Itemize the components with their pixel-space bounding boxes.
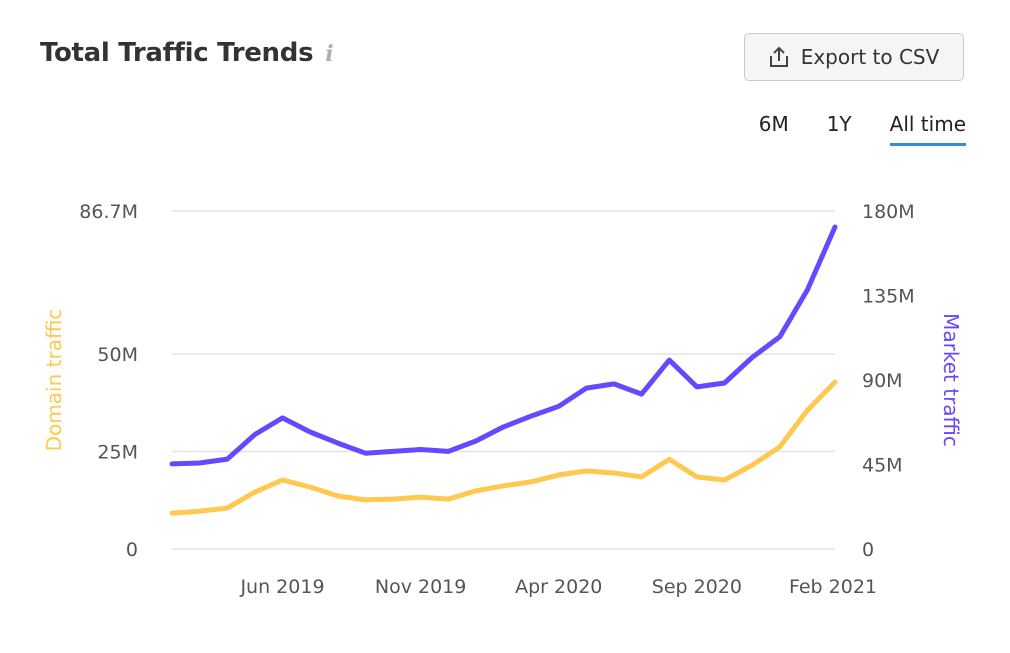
right-tick-label: 90M [862,370,903,392]
x-tick-label: Sep 2020 [652,576,742,598]
market-traffic-line [169,224,838,467]
x-tick-label: Jun 2019 [239,576,324,598]
title-text: Total Traffic Trends [40,38,314,68]
left-tick-label: 50M [97,344,138,366]
domain-traffic-line [169,379,838,516]
x-tick-label: Feb 2021 [789,576,877,598]
right-tick-label: 0 [862,539,874,561]
left-tick-label: 86.7M [79,201,138,223]
right-tick-label: 135M [862,286,915,308]
upload-icon [769,46,788,67]
x-tick-label: Apr 2020 [515,576,602,598]
tab-all-time[interactable]: All time [889,112,966,146]
right-axis-label: Market traffic [939,313,963,447]
export-label: Export to CSV [800,45,940,69]
right-tick-label: 45M [862,455,903,477]
tab-1y[interactable]: 1Y [826,112,852,136]
left-axis-label: Domain traffic [42,309,66,452]
right-tick-label: 180M [862,201,915,223]
export-csv-button[interactable]: Export to CSV [744,33,964,81]
time-range-tabs: 6M 1Y All time [759,112,966,146]
left-tick-label: 25M [97,442,138,464]
page-title: Total Traffic Trends i [40,38,334,68]
left-tick-label: 0 [126,539,138,561]
tab-6m[interactable]: 6M [758,112,789,136]
info-icon[interactable]: i [325,41,334,67]
x-tick-label: Nov 2019 [375,576,466,598]
